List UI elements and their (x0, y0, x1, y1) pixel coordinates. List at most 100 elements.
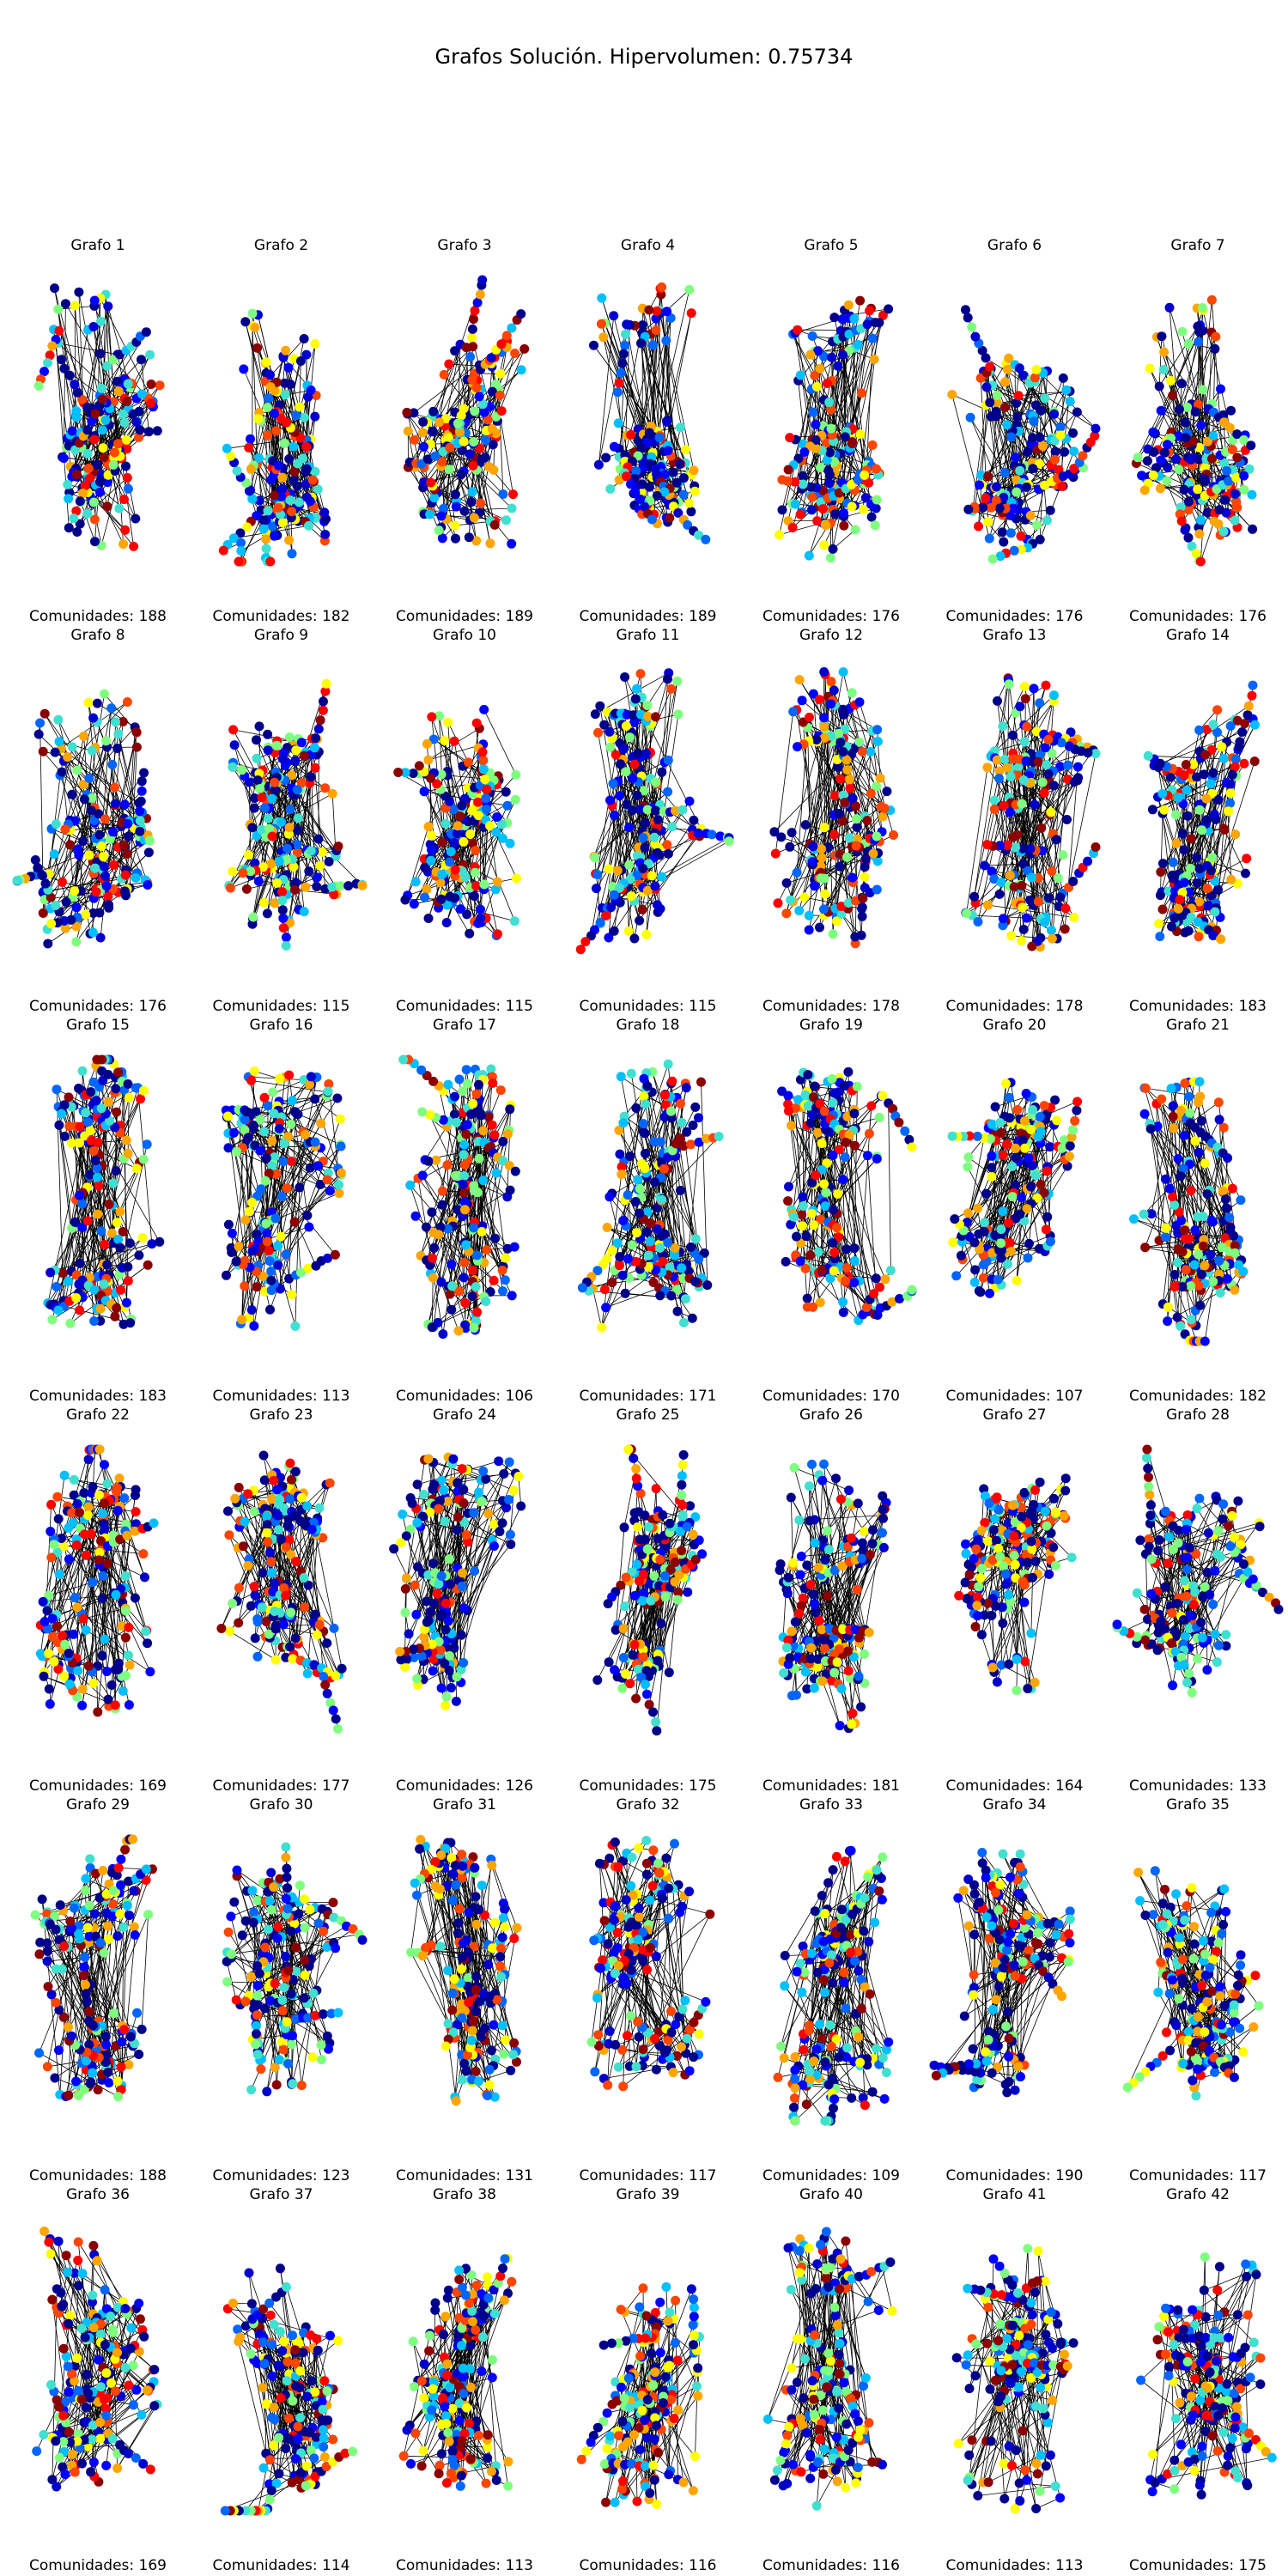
graph-node (1182, 402, 1193, 412)
graph-node (451, 533, 460, 544)
graph-node (283, 362, 293, 373)
graph-edge (43, 746, 73, 892)
graph-node (277, 483, 288, 494)
graph-node (123, 379, 133, 389)
graph-node (642, 805, 653, 815)
graph-node (276, 817, 286, 827)
graph-node (1239, 485, 1249, 495)
graph-node (866, 747, 876, 756)
graph-node (425, 509, 435, 519)
graph-node (103, 470, 113, 480)
graph-node (683, 498, 694, 508)
graph-node (647, 340, 658, 350)
graph-node (626, 891, 636, 902)
graph-node (1060, 903, 1070, 914)
graph-node (448, 805, 459, 814)
graph-node (120, 870, 131, 880)
graph-edge (35, 860, 94, 914)
graph-node (998, 537, 1008, 547)
graph-nodes (775, 295, 894, 563)
graph-edge (601, 837, 729, 908)
graph-node (879, 803, 890, 813)
graph-node (469, 437, 479, 447)
graph-panel: Grafo 14 Comunidades: 183 (1106, 627, 1288, 1017)
graph-node (81, 909, 91, 920)
graph-node (71, 902, 82, 913)
graph-node (1139, 485, 1150, 495)
graph-node (296, 738, 307, 748)
graph-node (1005, 772, 1015, 781)
graph-node (455, 904, 465, 914)
graph-node (267, 521, 277, 532)
graph-node (426, 773, 436, 783)
graph-node (1156, 405, 1166, 416)
graph-node (1062, 760, 1072, 770)
graph-node (775, 530, 785, 540)
graph-node (63, 752, 73, 762)
graph-node (1004, 679, 1014, 690)
graph-node (829, 313, 840, 323)
graph-node (301, 464, 312, 474)
graph-node (141, 327, 151, 337)
graph-node (1027, 464, 1037, 474)
graph-node (487, 386, 497, 397)
graph-node (1003, 353, 1013, 363)
graph-node (1162, 440, 1172, 450)
graph-node (469, 891, 479, 902)
graph-node (1200, 474, 1210, 484)
graph-node (294, 497, 304, 507)
graph-node (456, 470, 466, 480)
graph-node (492, 877, 502, 887)
graph-node (981, 382, 991, 392)
graph-nodes (218, 308, 331, 567)
graph-node (993, 774, 1004, 783)
graph-node (1162, 476, 1172, 486)
graph-node (99, 852, 108, 862)
graph-node (72, 387, 82, 398)
graph-node (1039, 480, 1049, 490)
graph-node (652, 848, 662, 858)
graph-node (614, 883, 624, 893)
graph-node (632, 749, 642, 759)
graph-node (1056, 738, 1066, 748)
graph-node (1247, 489, 1257, 500)
graph-node (99, 453, 109, 463)
graph-node (477, 454, 487, 465)
network-graph (1131, 295, 1258, 567)
graph-node (271, 740, 282, 750)
graph-edge (1029, 383, 1055, 460)
graph-node (835, 861, 845, 872)
graph-node (882, 787, 892, 797)
graph-node (963, 504, 973, 514)
graph-node (611, 750, 621, 760)
graph-node (428, 734, 439, 744)
graph-node (80, 481, 90, 491)
graph-node (78, 780, 88, 789)
graph-edge (1039, 437, 1065, 453)
graph-edge (1005, 363, 1073, 434)
graph-node (594, 701, 605, 711)
graph-node (1191, 549, 1201, 559)
graph-edge (1158, 325, 1199, 387)
graph-node (1239, 434, 1249, 445)
graph-node (113, 439, 123, 449)
graph-node (862, 319, 872, 330)
graph-edge (596, 754, 617, 875)
graph-node (997, 721, 1007, 732)
graph-edge (473, 821, 498, 934)
graph-node (471, 881, 482, 891)
graph-node (1179, 484, 1189, 495)
graph-node (1060, 385, 1071, 395)
graph-node (71, 921, 82, 932)
graph-node (479, 704, 489, 714)
graph-node (417, 428, 428, 438)
graph-node (247, 308, 257, 319)
graph-node (872, 884, 882, 895)
graph-node (258, 515, 268, 526)
communities-value: 115 (322, 998, 350, 1015)
graph-edge (240, 507, 314, 551)
graph-edge (852, 319, 855, 444)
graph-edge (58, 343, 134, 415)
graph-node (254, 784, 264, 794)
graph-node (277, 754, 288, 764)
